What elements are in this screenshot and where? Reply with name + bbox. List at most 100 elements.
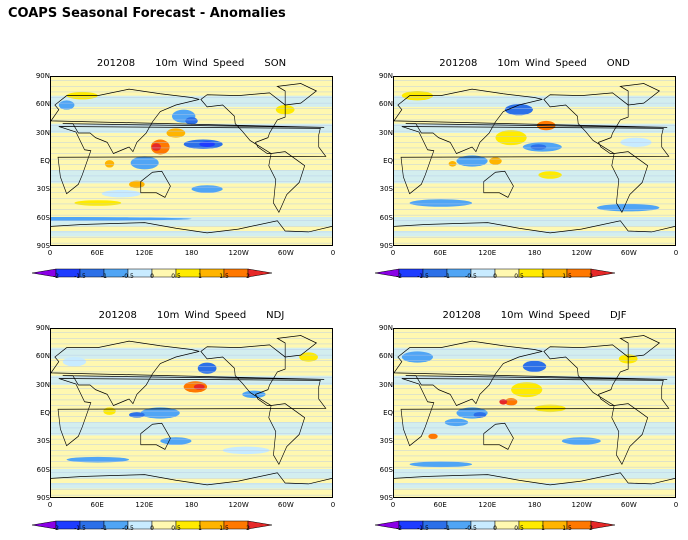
lon-label: 120W	[228, 249, 249, 257]
lat-label: 30S	[379, 185, 393, 194]
lat-label: 60S	[36, 213, 50, 222]
forecast-panel-ndj: 201208 10m Wind Speed NDJ 90N 60N 30N EQ 30S 60S…	[10, 310, 335, 540]
anomaly-region	[534, 404, 566, 413]
colorbar-arrow-high	[247, 268, 273, 278]
lat-label: 60N	[35, 100, 50, 109]
anomaly-region	[191, 185, 223, 193]
coastline	[200, 92, 286, 154]
colorbar-label: -0.5	[465, 525, 477, 532]
colorbar-label: -1	[444, 525, 450, 532]
colorbar-label: -0.5	[122, 273, 134, 280]
coastline	[57, 378, 327, 447]
lon-label: 180	[184, 501, 199, 509]
anomaly-region	[130, 156, 159, 170]
anomaly-map	[393, 328, 676, 498]
anomaly-region	[409, 461, 473, 468]
lat-label: 90S	[36, 242, 50, 250]
anomaly-region	[596, 203, 660, 212]
lat-label: EQ	[383, 157, 393, 165]
coastline	[140, 170, 171, 198]
anomaly-region	[193, 384, 205, 390]
panel-title: 201208 10m Wind Speed SON	[50, 58, 333, 69]
colorbar-label: 2	[589, 273, 593, 280]
lon-label: 120W	[571, 249, 592, 257]
anomaly-region	[140, 407, 180, 419]
anomaly-region	[511, 382, 543, 398]
page-title: COAPS Seasonal Forecast - Anomalies	[8, 6, 286, 21]
colorbar-label: 0.5	[171, 273, 181, 280]
colorbar-label: 1.5	[219, 273, 229, 280]
colorbar: -2 -1.5 -1 -0.5 0 0.5 1 1.5 2	[374, 515, 616, 535]
anomaly-region	[74, 200, 122, 206]
coastline	[394, 472, 675, 486]
lat-label: 60N	[378, 352, 393, 361]
lat-label: EQ	[40, 409, 50, 417]
variable-name: 10m Wind Speed	[500, 310, 591, 321]
anomaly-region	[561, 437, 601, 445]
anomaly-region	[473, 412, 487, 418]
lat-label: EQ	[383, 409, 393, 417]
anomaly-region	[151, 143, 162, 151]
anomaly-region	[499, 399, 508, 405]
colorbar-label: -1.5	[74, 273, 86, 280]
anomaly-region	[495, 130, 527, 146]
colorbar-label: 2	[246, 525, 250, 532]
lon-label: 180	[184, 249, 199, 257]
forecast-date: 201208	[96, 58, 136, 69]
season-label: OND	[606, 58, 630, 69]
lon-label: 60E	[433, 249, 447, 257]
anomaly-region	[299, 352, 318, 362]
coastline	[394, 88, 668, 154]
panel-title: 201208 10m Wind Speed DJF	[393, 310, 676, 321]
lon-label: 0	[330, 249, 336, 257]
lon-label: 60E	[90, 249, 104, 257]
coastline	[276, 335, 318, 358]
lat-label: 90S	[36, 494, 50, 502]
lon-label: 0	[47, 249, 53, 257]
lon-label: 120E	[135, 501, 154, 509]
forecast-panel-ond: 201208 10m Wind Speed OND 90N 60N 30N EQ 30S 60S…	[353, 58, 678, 288]
anomaly-region	[66, 456, 130, 463]
colorbar-arrow-high	[590, 268, 616, 278]
colorbar-label: -2	[396, 273, 402, 280]
coastline	[543, 92, 629, 154]
coastline	[51, 220, 332, 234]
lat-label: 30N	[35, 380, 50, 389]
lon-label: 60E	[90, 501, 104, 509]
colorbar-label: 0.5	[514, 525, 524, 532]
colorbar: -2 -1.5 -1 -0.5 0 0.5 1 1.5 2	[31, 263, 273, 283]
season-label: NDJ	[266, 310, 285, 321]
coastline	[51, 340, 325, 406]
lon-label: 0	[390, 249, 396, 257]
colorbar-label: 1.5	[562, 525, 572, 532]
colorbar-label: 1	[198, 273, 202, 280]
anomaly-map	[393, 76, 676, 246]
coastline	[51, 88, 325, 154]
lon-label: 60E	[433, 501, 447, 509]
lat-label: 60S	[379, 213, 393, 222]
coastline	[276, 83, 318, 106]
colorbar-arrow-high	[247, 520, 273, 530]
lat-label: 60S	[36, 465, 50, 474]
lat-label: 90N	[35, 72, 50, 80]
anomaly-region	[448, 161, 457, 167]
lon-label: 60W	[620, 501, 637, 509]
forecast-date: 201208	[442, 310, 481, 321]
colorbar-label: 0	[493, 273, 497, 280]
anomaly-region	[199, 141, 215, 147]
colorbar-label: -1	[101, 273, 107, 280]
colorbar-label: -0.5	[122, 525, 134, 532]
variable-name: 10m Wind Speed	[155, 58, 245, 69]
lon-label: 60W	[620, 249, 637, 257]
anomaly-region	[428, 433, 438, 440]
anomaly-region	[62, 357, 87, 367]
coastline	[543, 344, 629, 406]
lon-label: 0	[390, 501, 396, 509]
anomaly-region	[197, 362, 217, 374]
anomaly-region	[51, 217, 192, 221]
coastline	[200, 344, 286, 406]
lon-label: 60W	[277, 249, 294, 257]
coastline	[400, 378, 670, 447]
forecast-panel-son: 201208 10m Wind Speed SON 90N 60N 30N EQ 30S 60S…	[10, 58, 335, 288]
coastline	[51, 472, 332, 486]
